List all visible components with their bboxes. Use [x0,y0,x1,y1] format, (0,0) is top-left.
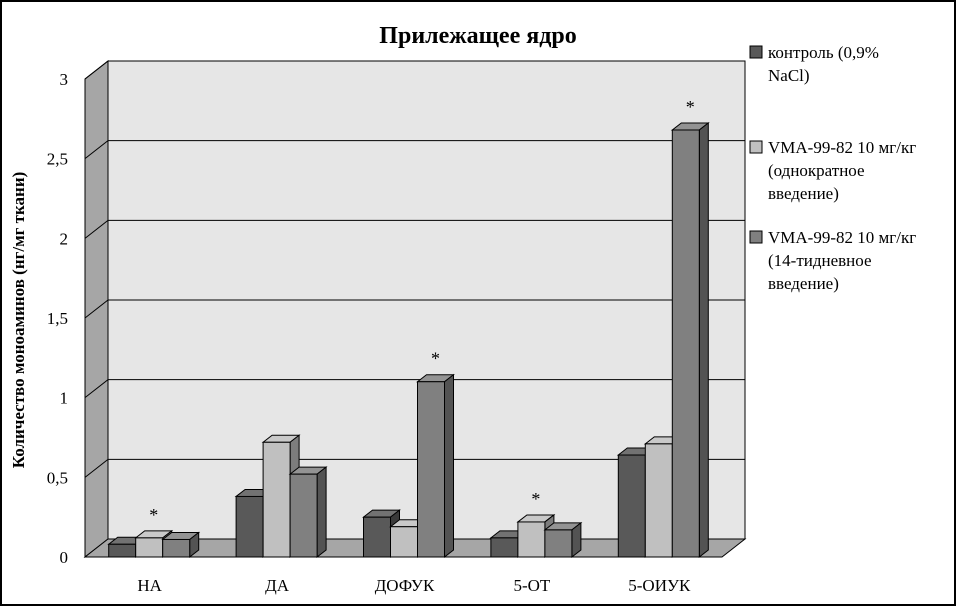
legend-label: VMA-99-82 10 мг/кг [768,228,916,247]
bar-side [698,121,709,559]
gridline-side [84,140,109,160]
bar-front [289,473,318,558]
legend-label: введение) [768,184,839,203]
bar-front [390,526,418,558]
bar-front [417,381,445,558]
gridline-side [84,219,109,239]
bar-side [444,373,454,559]
bar-front [644,443,673,558]
bar-front [262,441,291,558]
y-axis-label: Количество моноаминов (нг/мг ткани) [9,172,28,469]
gridline-side [84,299,109,319]
bar-front [671,129,700,558]
legend: контроль (0,9% NaCl) VMA-99-82 10 мг/кг (од… [749,43,916,293]
x-tick-label: НА [137,576,162,595]
x-tick-label: ДА [265,576,290,595]
bar-front [363,516,391,558]
legend-item: контроль (0,9% NaCl) [749,43,879,85]
bar [161,531,201,559]
significance-marks: * * * * [149,97,695,525]
bar [670,121,710,559]
legend-label: (однократное [768,161,865,180]
significance-star: * [531,489,540,509]
legend-label: (14-тидневное [768,251,872,270]
significance-star: * [431,349,440,369]
significance-star: * [149,505,158,525]
bar [416,373,455,559]
significance-star: * [686,97,695,117]
y-tick-labels: 0 0,5 1 1,5 2 2,5 3 [47,70,68,567]
y-tick-label: 2,5 [47,150,68,169]
bar-front [490,537,519,558]
gridline-side [84,60,109,80]
legend-swatch [749,140,763,154]
bar-front [617,454,646,558]
y-tick-label: 0,5 [47,468,68,487]
gridline-side [84,458,109,478]
bars [107,121,710,559]
legend-label: VMA-99-82 10 мг/кг [768,138,916,157]
legend-label: контроль (0,9% [768,43,879,62]
x-tick-label: ДОФУК [375,576,435,595]
y-tick-label: 0 [60,548,69,567]
legend-item: VMA-99-82 10 мг/кг (однократное введение) [749,138,916,203]
chart-title: Прилежащее ядро [379,23,576,49]
y-tick-label: 1,5 [47,309,68,328]
legend-swatch [749,45,763,59]
x-tick-labels: НА ДА ДОФУК 5-ОТ 5-ОИУК [137,576,691,595]
legend-swatch [749,230,763,244]
legend-label: введение) [768,274,839,293]
bar-front [135,537,164,558]
y-tick-label: 3 [60,70,69,89]
gridline-side [84,379,109,399]
legend-item: VMA-99-82 10 мг/кг (14-тидневное введение) [749,228,916,293]
y-tick-label: 2 [60,229,69,248]
bar-side [316,466,327,559]
bar-front [162,538,191,558]
x-tick-label: 5-ОИУК [628,576,691,595]
x-tick-label: 5-ОТ [513,576,550,595]
bar-front [235,495,264,558]
y-tick-label: 1 [60,389,69,408]
bar [288,466,328,559]
legend-label: NaCl) [768,66,810,85]
bar-front [517,521,546,558]
bar-front [544,529,573,558]
bar-front [108,543,137,558]
bar [543,521,583,559]
